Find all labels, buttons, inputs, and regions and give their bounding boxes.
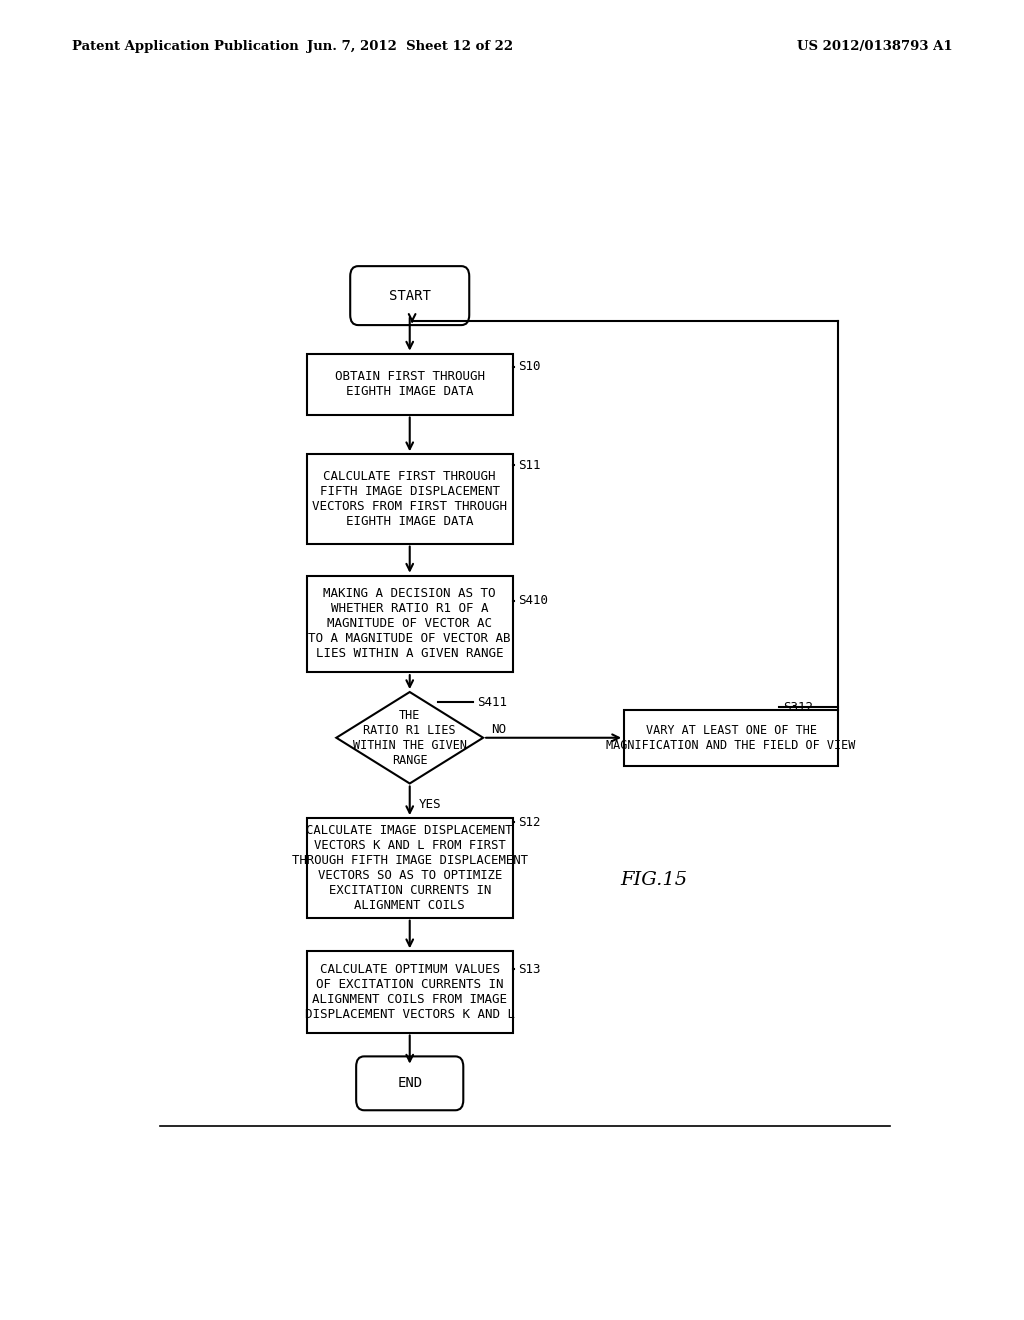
Text: OBTAIN FIRST THROUGH
EIGHTH IMAGE DATA: OBTAIN FIRST THROUGH EIGHTH IMAGE DATA <box>335 370 484 399</box>
Text: CALCULATE OPTIMUM VALUES
OF EXCITATION CURRENTS IN
ALIGNMENT COILS FROM IMAGE
DI: CALCULATE OPTIMUM VALUES OF EXCITATION C… <box>305 962 515 1020</box>
Bar <box>306 454 513 544</box>
Text: NO: NO <box>492 723 506 737</box>
Bar <box>306 354 513 414</box>
Text: S12: S12 <box>518 816 541 829</box>
Text: END: END <box>397 1076 422 1090</box>
Bar <box>306 952 513 1032</box>
Text: S411: S411 <box>477 696 507 709</box>
Bar <box>306 818 513 917</box>
Text: S410: S410 <box>518 594 549 607</box>
Text: THE
RATIO R1 LIES
WITHIN THE GIVEN
RANGE: THE RATIO R1 LIES WITHIN THE GIVEN RANGE <box>352 709 467 767</box>
Text: S11: S11 <box>518 459 541 471</box>
Text: S312: S312 <box>782 701 813 714</box>
FancyBboxPatch shape <box>356 1056 463 1110</box>
Bar <box>306 576 513 672</box>
Text: Jun. 7, 2012  Sheet 12 of 22: Jun. 7, 2012 Sheet 12 of 22 <box>306 40 513 53</box>
Text: US 2012/0138793 A1: US 2012/0138793 A1 <box>797 40 952 53</box>
Text: START: START <box>389 289 431 302</box>
Text: MAKING A DECISION AS TO
WHETHER RATIO R1 OF A
MAGNITUDE OF VECTOR AC
TO A MAGNIT: MAKING A DECISION AS TO WHETHER RATIO R1… <box>308 587 511 660</box>
Text: VARY AT LEAST ONE OF THE
MAGNIFICATION AND THE FIELD OF VIEW: VARY AT LEAST ONE OF THE MAGNIFICATION A… <box>606 723 856 752</box>
Text: YES: YES <box>419 797 441 810</box>
Text: CALCULATE IMAGE DISPLACEMENT
VECTORS K AND L FROM FIRST
THROUGH FIFTH IMAGE DISP: CALCULATE IMAGE DISPLACEMENT VECTORS K A… <box>292 824 527 912</box>
Text: Patent Application Publication: Patent Application Publication <box>72 40 298 53</box>
FancyBboxPatch shape <box>350 267 469 325</box>
Polygon shape <box>336 692 483 784</box>
Bar <box>624 710 839 766</box>
Text: S10: S10 <box>518 360 541 374</box>
Text: FIG.15: FIG.15 <box>620 871 687 890</box>
Text: S13: S13 <box>518 964 541 975</box>
Text: CALCULATE FIRST THROUGH
FIFTH IMAGE DISPLACEMENT
VECTORS FROM FIRST THROUGH
EIGH: CALCULATE FIRST THROUGH FIFTH IMAGE DISP… <box>312 470 507 528</box>
